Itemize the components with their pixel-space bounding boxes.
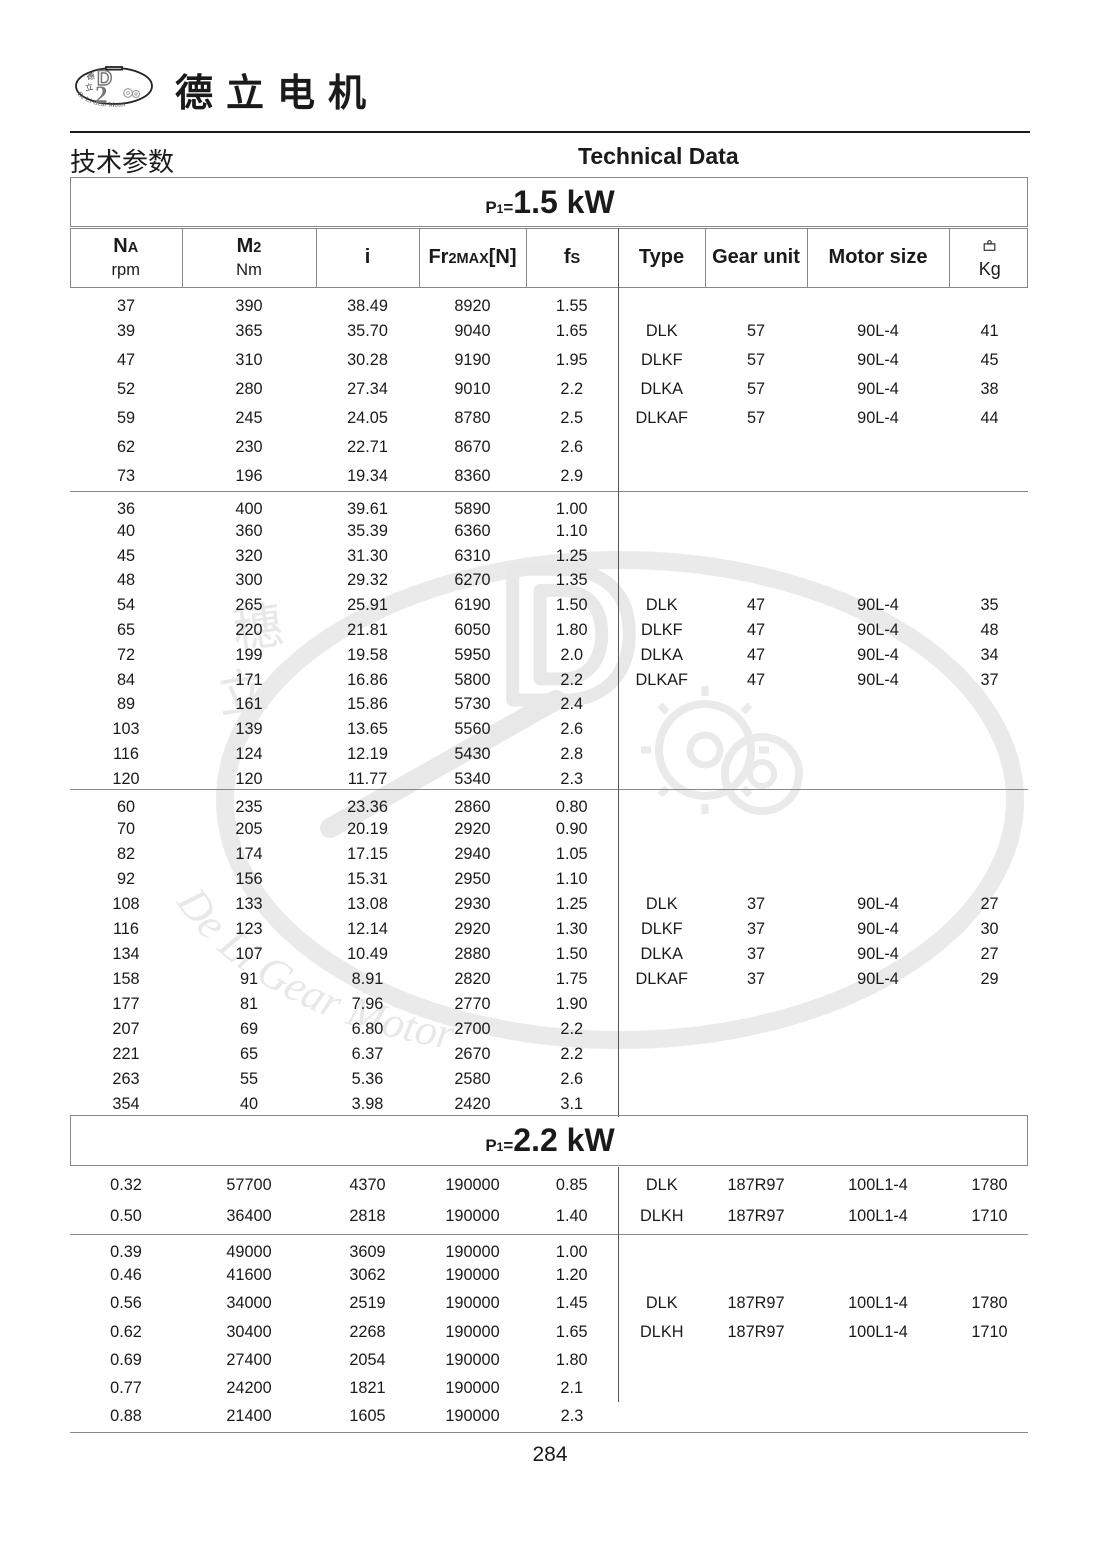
svg-text:德: 德 (86, 71, 95, 82)
svg-text:2: 2 (95, 82, 108, 109)
svg-text:立: 立 (84, 82, 93, 93)
